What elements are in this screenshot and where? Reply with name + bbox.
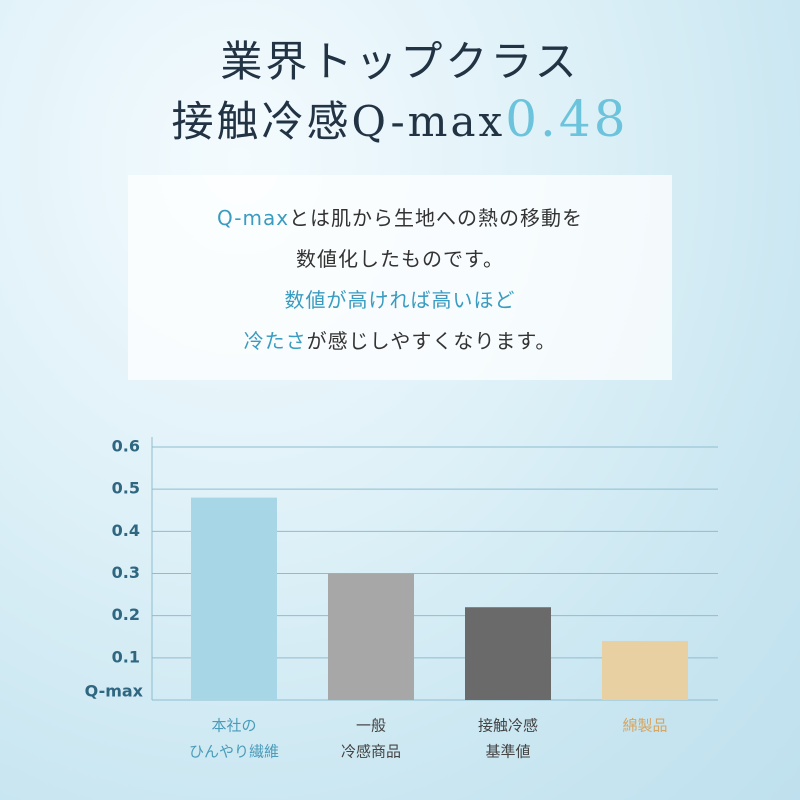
description-box: Q-maxとは肌から生地への熱の移動を数値化したものです。 数値が高ければ高いほど… <box>128 175 672 380</box>
x-tick-label: 接触冷感 <box>478 717 538 735</box>
description-line: 冷たさが感じしやすくなります。 <box>128 321 672 362</box>
bar <box>465 607 551 700</box>
description-line: Q-maxとは肌から生地への熱の移動を <box>128 198 672 239</box>
x-tick-label: 綿製品 <box>622 717 667 735</box>
bar <box>602 640 688 700</box>
description-text: とは肌から生地への熱の移動を <box>289 206 584 230</box>
x-tick-label: ひんやり繊維 <box>189 743 279 761</box>
y-tick-label: 0.3 <box>112 563 140 582</box>
x-tick-label: 本社の <box>211 717 256 735</box>
y-tick-label: 0.1 <box>112 647 140 666</box>
description-text: が感じしやすくなります。 <box>306 329 557 353</box>
description-text: Q-max <box>216 206 290 230</box>
x-tick-label: 一般 <box>356 717 386 735</box>
description-text: 数値化したものです。 <box>296 247 504 271</box>
bar <box>328 573 414 700</box>
x-tick-label: 基準値 <box>485 743 530 761</box>
title-highlight: 0.48 <box>505 90 629 148</box>
y-tick-label: 0.4 <box>112 521 140 540</box>
y-tick-label: 0.6 <box>112 437 140 456</box>
title-line: 業界トップクラス <box>220 37 580 86</box>
title-text: 接触冷感Q-max <box>171 97 506 146</box>
description-text: 冷たさ <box>243 329 307 353</box>
description-text: 数値が高ければ高いほど <box>284 288 516 312</box>
title-line: 接触冷感Q-max0.48 <box>0 88 800 149</box>
bar <box>191 497 277 700</box>
y-tick-label: 0.5 <box>112 479 140 498</box>
y-axis-label: Q-max <box>85 682 144 701</box>
description-line: 数値が高ければ高いほど <box>128 280 672 321</box>
description-line: 数値化したものです。 <box>128 239 672 280</box>
x-tick-label: 冷感商品 <box>341 743 401 761</box>
y-tick-label: 0.2 <box>112 605 140 624</box>
